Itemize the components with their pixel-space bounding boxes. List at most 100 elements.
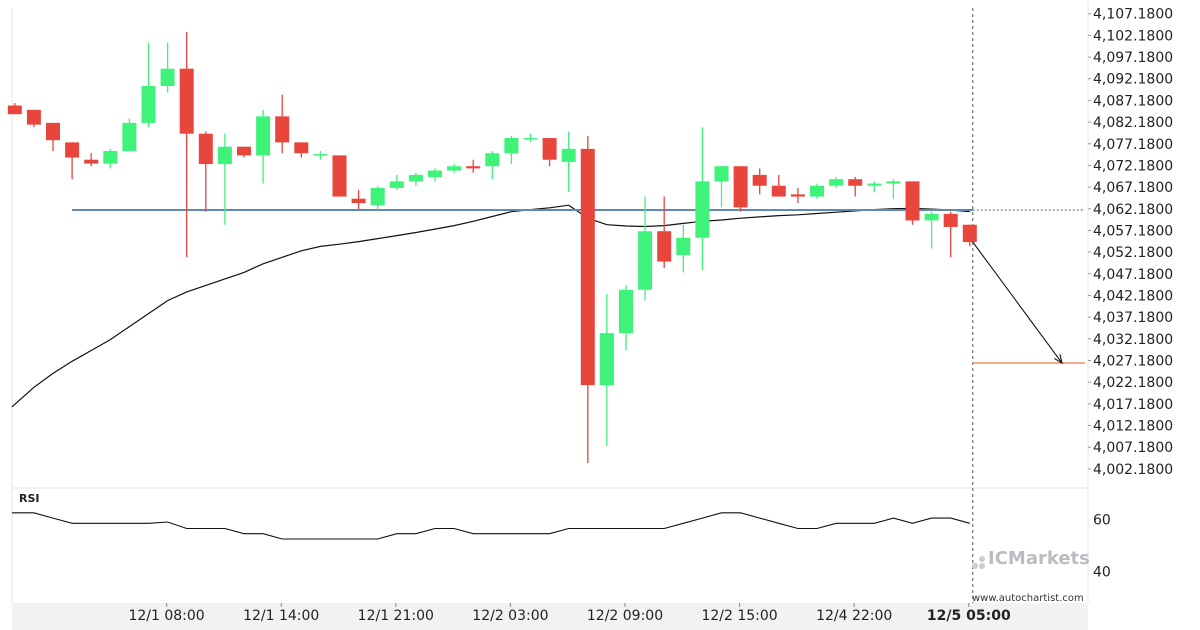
candle-body: [351, 198, 366, 204]
x-tick-label: 12/5 05:00: [927, 608, 1011, 624]
candle: [332, 155, 347, 197]
candle: [733, 166, 748, 212]
y-tick-label: 4,057.1800: [1093, 223, 1173, 239]
candle: [275, 94, 290, 154]
candle-body: [237, 146, 251, 156]
candle: [638, 196, 653, 301]
candle: [695, 127, 710, 271]
candle: [370, 185, 385, 210]
rsi-line: [12, 512, 970, 540]
x-tick-label: 12/2 03:00: [472, 608, 548, 624]
candle: [389, 174, 404, 191]
candle-body: [695, 181, 710, 238]
candle-body: [217, 146, 232, 165]
candle-body: [46, 122, 60, 141]
candle-body: [733, 166, 748, 208]
candle: [313, 151, 328, 160]
candle-body: [141, 86, 156, 123]
candle: [714, 166, 729, 208]
y-axis-ticks: 4,107.1800 4,102.1800 4,097.1800 4,092.1800…: [1088, 7, 1173, 478]
y-tick-label: 4,092.1800: [1093, 72, 1173, 88]
moving-average: [11, 204, 970, 408]
candle-body: [580, 148, 595, 386]
y-tick-label: 4,097.1800: [1093, 50, 1173, 66]
candle: [198, 131, 213, 212]
candle: [408, 172, 423, 186]
candle-body: [504, 138, 519, 154]
candle: [466, 159, 481, 173]
candle-body: [160, 68, 175, 87]
candle: [676, 224, 691, 273]
candle-body: [370, 187, 385, 206]
candle: [122, 118, 137, 152]
candle: [790, 187, 805, 204]
candle: [26, 109, 41, 128]
candle: [179, 31, 194, 258]
icmarkets-logo-icon: [972, 556, 985, 569]
candle: [217, 133, 232, 225]
candle-body: [7, 105, 22, 115]
candle-body: [294, 142, 309, 154]
y-tick-label: 4,082.1800: [1093, 115, 1173, 131]
candle: [752, 168, 767, 195]
candle: [256, 109, 271, 184]
brand-name: ICMarkets: [988, 548, 1090, 569]
candle: [771, 174, 786, 197]
moving-average-line: [11, 204, 970, 408]
rsi-tick-label: 60: [1093, 512, 1111, 528]
y-tick-label: 4,012.1800: [1093, 419, 1173, 435]
y-tick-label: 4,007.1800: [1093, 440, 1173, 456]
candle: [294, 142, 309, 158]
chart-frame: [11, 0, 1089, 630]
candle-body: [122, 122, 137, 152]
candle-body: [790, 194, 805, 197]
y-tick-label: 4,002.1800: [1093, 462, 1173, 478]
candle-body: [867, 183, 882, 186]
forecast-arrow-line: [972, 241, 1063, 364]
candle-body: [771, 185, 786, 197]
y-tick-label: 4,052.1800: [1093, 245, 1173, 261]
candle: [924, 211, 939, 249]
candle-body: [962, 224, 977, 243]
candle-body: [103, 151, 118, 164]
candle-body: [179, 68, 194, 134]
candle: [84, 153, 99, 167]
candle-body: [829, 179, 844, 186]
y-tick-label: 4,107.1800: [1093, 7, 1173, 23]
candle: [619, 285, 633, 351]
candle: [504, 135, 519, 165]
candle: [237, 146, 251, 158]
x-tick-label: 12/2 15:00: [701, 608, 777, 624]
candle-body: [466, 166, 481, 169]
candle: [962, 224, 977, 247]
brand-url: www.autochartist.com: [972, 593, 1084, 604]
candles: [7, 31, 977, 464]
candle: [886, 179, 901, 199]
candle-body: [848, 179, 863, 186]
candle: [141, 42, 156, 128]
x-tick-label: 12/2 09:00: [587, 608, 663, 624]
candle: [7, 102, 22, 115]
rsi-label: RSI: [19, 492, 40, 505]
candle-body: [599, 333, 614, 386]
candle-body: [523, 138, 538, 140]
candle-body: [485, 153, 500, 167]
y-tick-label: 4,027.1800: [1093, 354, 1173, 370]
candle-body: [619, 289, 633, 334]
candle-body: [657, 231, 672, 262]
rsi-panel: RSI 60 40: [12, 492, 1111, 581]
y-tick-label: 4,022.1800: [1093, 375, 1173, 391]
candle-body: [256, 116, 271, 156]
forecast-arrow: [972, 241, 1063, 365]
candle: [65, 142, 80, 180]
y-tick-label: 4,047.1800: [1093, 267, 1173, 283]
candle-body: [84, 159, 99, 164]
candle-body: [65, 142, 80, 158]
candle-body: [638, 231, 653, 290]
candle-body: [428, 170, 442, 178]
candle-body: [676, 237, 691, 256]
candle-body: [408, 174, 423, 182]
candle-body: [752, 174, 767, 186]
candle: [542, 138, 557, 167]
